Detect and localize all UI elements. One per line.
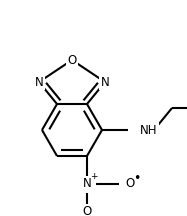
Text: NH: NH [140,124,157,137]
Text: +: + [90,173,98,181]
Text: O: O [82,205,92,216]
Text: N: N [35,76,43,89]
Text: N: N [101,76,109,89]
Text: O: O [67,54,77,67]
Text: N: N [83,178,91,191]
Text: •: • [133,173,141,186]
Text: O: O [125,178,134,191]
